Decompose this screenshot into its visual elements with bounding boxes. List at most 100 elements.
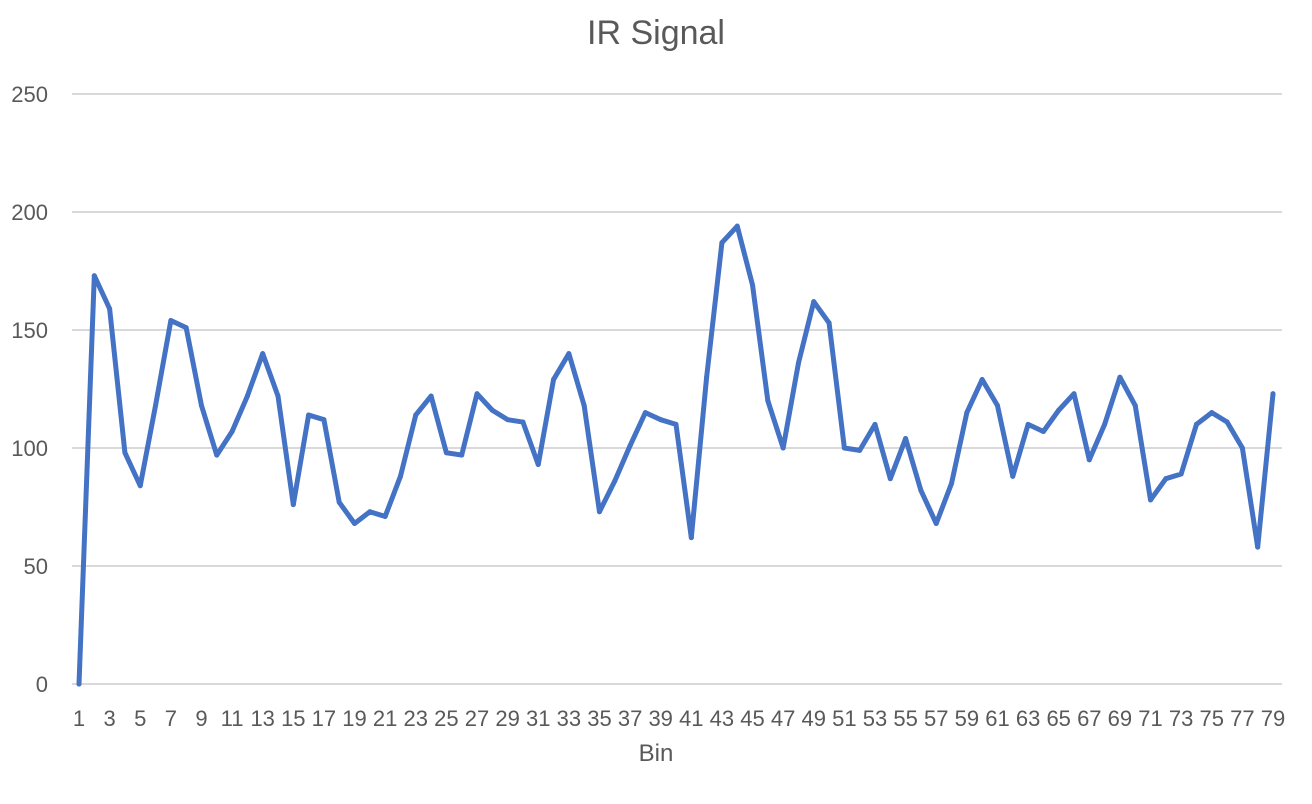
x-tick-label: 29 [495,706,519,731]
data-point [260,351,266,357]
data-point [750,282,756,288]
data-point [1178,471,1184,477]
x-tick-label: 23 [404,706,428,731]
data-point [811,299,817,305]
data-point [1071,391,1077,397]
x-tick-label: 69 [1108,706,1132,731]
data-point [979,377,985,383]
y-tick-label: 150 [11,318,48,343]
data-point [489,407,495,413]
x-tick-label: 45 [740,706,764,731]
data-point [229,428,235,434]
data-point [826,320,832,326]
x-tick-label: 37 [618,706,642,731]
x-tick-label: 11 [221,706,244,731]
x-tick-label: 19 [342,706,366,731]
x-tick-label: 77 [1230,706,1254,731]
data-point [719,240,725,246]
data-point [214,452,220,458]
data-point [903,436,909,442]
data-point [474,391,480,397]
x-axis-label: Bin [638,740,674,767]
x-tick-label: 3 [103,706,115,731]
x-tick-label: 53 [863,706,887,731]
x-tick-label: 59 [955,706,979,731]
x-tick-label: 9 [195,706,207,731]
data-point [137,483,143,489]
x-tick-label: 33 [557,706,581,731]
y-tick-label: 200 [11,200,48,225]
data-point [428,393,434,399]
data-point [1086,457,1092,463]
x-tick-label: 5 [134,706,146,731]
data-point [1224,419,1230,425]
x-tick-label: 49 [802,706,826,731]
data-point [887,476,893,482]
data-point [290,502,296,508]
data-point [153,403,159,409]
data-point [520,419,526,425]
x-tick-label: 61 [985,706,1009,731]
data-point [688,535,694,541]
x-tick-label: 65 [1046,706,1070,731]
data-point [596,509,602,515]
data-point [367,509,373,515]
gridlines [72,93,1282,685]
x-tick-label: 57 [924,706,948,731]
data-point [168,318,174,324]
x-tick-label: 51 [832,706,856,731]
data-point [841,445,847,451]
data-point [949,480,955,486]
x-tick-label: 13 [250,706,274,731]
x-tick-label: 21 [373,706,397,731]
x-tick-label: 67 [1077,706,1101,731]
x-tick-label: 71 [1138,706,1162,731]
data-point [1148,497,1154,503]
x-tick-label: 41 [679,706,703,731]
data-point [321,417,327,423]
y-axis: 0 50 100 150 200 250 [11,82,48,697]
x-tick-label: 15 [281,706,305,731]
x-tick-label: 55 [893,706,917,731]
data-point [505,417,511,423]
x-tick-label: 73 [1169,706,1193,731]
data-point [612,478,618,484]
x-tick-label: 25 [434,706,458,731]
data-point [382,513,388,519]
data-point [459,452,465,458]
x-tick-label: 43 [710,706,734,731]
data-point [198,403,204,409]
data-point [275,393,281,399]
x-tick-label: 39 [648,706,672,731]
data-point [183,325,189,331]
data-point [107,306,113,312]
data-point [1117,374,1123,380]
data-point [1025,421,1031,427]
data-point [244,393,250,399]
y-tick-label: 50 [24,554,48,579]
data-point [673,421,679,427]
data-point [1239,445,1245,451]
data-point [780,445,786,451]
data-point [1040,428,1046,434]
data-point [535,462,541,468]
data-point [1255,544,1261,550]
data-point [91,273,97,279]
data-point [1163,476,1169,482]
data-point [1209,410,1215,416]
data-point [1193,421,1199,427]
data-point [443,450,449,456]
data-point [1270,391,1276,397]
data-point [933,521,939,527]
data-point [566,351,572,357]
data-point [994,403,1000,409]
y-tick-label: 250 [11,82,48,107]
y-tick-label: 0 [36,672,48,697]
data-point [642,410,648,416]
data-point [551,377,557,383]
x-tick-label: 63 [1016,706,1040,731]
data-point [918,487,924,493]
series-layer [76,223,1276,687]
